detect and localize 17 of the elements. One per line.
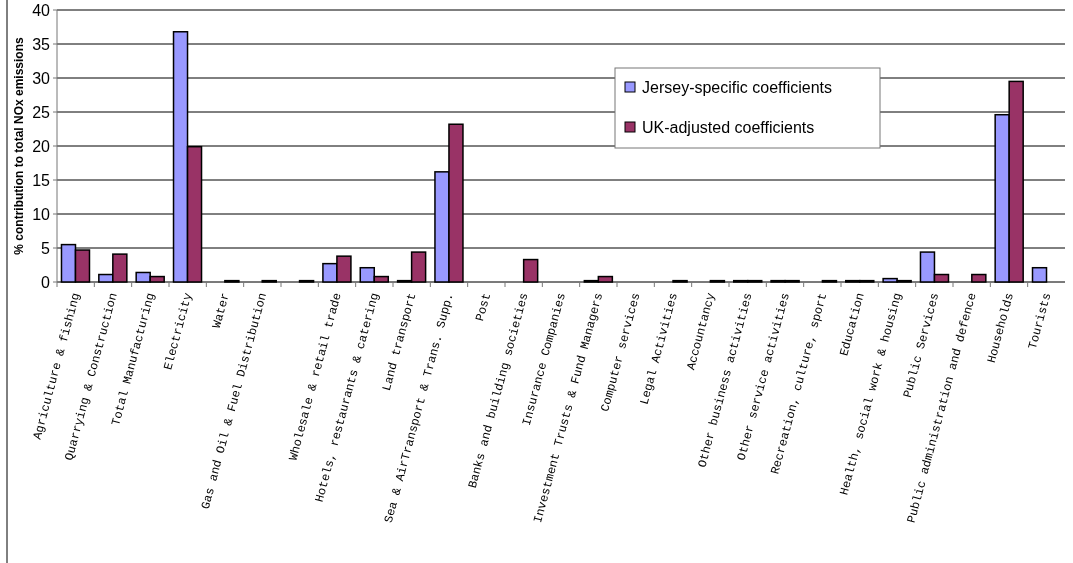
y-axis-title: % contribution to total NOx emissions [12, 37, 26, 255]
legend-label: Jersey-specific coefficients [642, 78, 832, 96]
y-tick-label: 10 [32, 205, 51, 223]
y-tick-label: 5 [41, 239, 51, 257]
y-tick-label: 25 [32, 103, 51, 121]
y-tick-label: 0 [41, 273, 51, 291]
y-tick-label: 35 [32, 35, 51, 53]
legend-label: UK-adjusted coefficients [642, 118, 815, 136]
y-tick-label: 40 [32, 1, 51, 19]
x-tick-label: Post [473, 291, 495, 323]
bar [1031, 266, 1048, 283]
y-tick-label: 30 [32, 69, 51, 87]
bar [522, 258, 539, 283]
y-tick-label: 20 [32, 137, 51, 155]
bar [971, 273, 987, 283]
y-tick-label: 15 [32, 171, 51, 189]
x-tick-label: Water [209, 291, 233, 330]
